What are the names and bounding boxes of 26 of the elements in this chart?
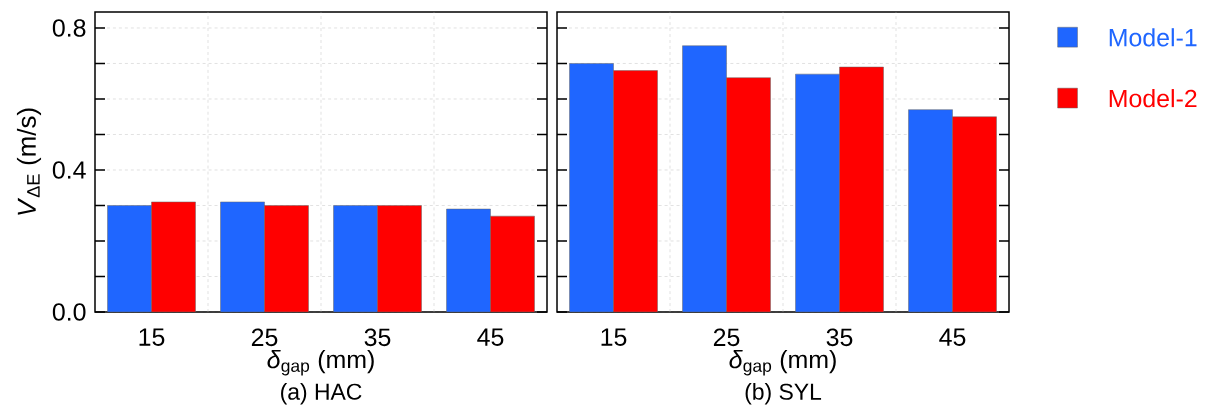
y-axis-title: V$_{ΔE}$ (m/s) (16, 108, 42, 215)
bar (682, 45, 727, 312)
x-axis-title: δ$_{gap}$ (mm) (267, 350, 374, 376)
x-tick-label: 35 (364, 328, 391, 347)
x-tick-label: 15 (139, 328, 165, 346)
legend-label: Model-1 (1109, 28, 1197, 47)
x-tick-label: 25 (713, 328, 740, 347)
x-tick-label: 45 (477, 328, 504, 346)
x-tick-label: 15 (601, 328, 627, 346)
bar (613, 70, 658, 312)
bar (569, 63, 614, 312)
y-tick-label: 0.0 (52, 303, 86, 321)
x-tick-label: 25 (251, 328, 278, 347)
bar (839, 67, 884, 312)
bar (726, 77, 771, 312)
bar (795, 74, 840, 312)
bar (952, 116, 997, 312)
text: (b) SYL (745, 383, 822, 405)
legend-label: Model-2 (1109, 89, 1197, 108)
text: (a) HAC (281, 383, 362, 405)
x-axis-title: δ$_{gap}$ (mm) (729, 350, 836, 376)
y-tick-label: 0.4 (52, 161, 86, 179)
x-tick-label: 45 (939, 328, 966, 346)
bar (908, 109, 953, 312)
y-tick-label: 0.8 (52, 19, 86, 37)
x-tick-label: 35 (826, 328, 853, 347)
